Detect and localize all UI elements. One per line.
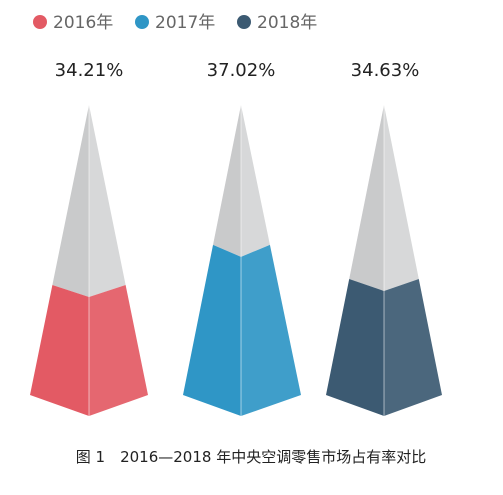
pyramid-top-right-face-2016 [89,105,126,297]
pyramid-top-right-face-2017 [241,105,270,257]
legend-swatch-2018 [237,15,251,29]
chart-caption: 图 1 2016—2018 年中央空调零售市场占有率对比 [76,448,426,466]
legend-item-2017[interactable]: 2017年 [135,13,215,33]
legend-item-2016[interactable]: 2016年 [33,13,113,33]
value-labels: 34.21% 37.02% 34.63% [55,60,420,81]
pyramid-bottom-left-face-2017 [183,244,241,416]
legend: 2016年 2017年 2018年 [33,13,317,33]
pyramids [30,105,442,416]
pyramid-2017[interactable] [183,105,301,416]
legend-swatch-2017 [135,15,149,29]
value-label-2018: 34.63% [351,60,420,81]
legend-swatch-2016 [33,15,47,29]
pyramid-2016[interactable] [30,105,148,416]
pyramid-top-left-face-2017 [213,105,241,257]
value-label-2017: 37.02% [207,60,276,81]
pyramid-bottom-right-face-2016 [89,285,148,416]
pyramid-top-right-face-2018 [384,105,419,291]
pyramid-bottom-right-face-2018 [384,279,442,416]
value-label-2016: 34.21% [55,60,124,81]
pyramid-top-left-face-2016 [52,105,89,297]
legend-item-2018[interactable]: 2018年 [237,13,317,33]
pyramid-2018[interactable] [326,105,442,416]
legend-label-2016: 2016年 [53,13,113,33]
pyramid-bottom-right-face-2017 [241,244,301,416]
pyramid-top-left-face-2018 [349,105,384,291]
legend-label-2017: 2017年 [155,13,215,33]
pyramid-bottom-left-face-2016 [30,285,89,416]
legend-label-2018: 2018年 [257,13,317,33]
pyramid-bottom-left-face-2018 [326,279,384,416]
